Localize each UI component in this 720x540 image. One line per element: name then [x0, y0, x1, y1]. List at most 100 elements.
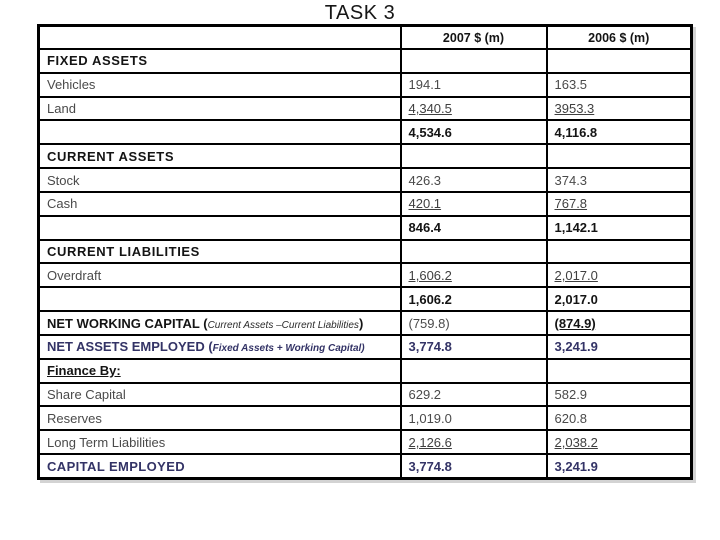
value-2007: 194.1: [408, 77, 442, 93]
value-2006-cell: [545, 238, 693, 265]
row-label-cell: Finance By:: [37, 357, 402, 384]
value-2007-cell: 3,774.8: [399, 453, 548, 480]
value-2007-cell: 420.1: [399, 190, 548, 217]
table-row: Vehicles 194.1 163.5: [37, 71, 693, 98]
value-2006: 4,116.8: [554, 124, 598, 140]
value-2006-cell: 2,017.0: [545, 286, 693, 313]
header-cell-blank: [37, 24, 402, 50]
table-row: 846.4 1,142.1: [37, 214, 693, 241]
value-2006: 2,038.2: [554, 434, 598, 450]
value-2006: 620.8: [554, 410, 588, 426]
row-label-cell: Stock: [37, 167, 402, 193]
table-row: CAPITAL EMPLOYED 3,774.8 3,241.9: [37, 453, 693, 480]
row-label: Stock: [47, 172, 80, 188]
row-label-cell: Land: [37, 95, 402, 122]
table-body: FIXED ASSETS Vehicles 194.1 163.5 Land 4…: [37, 48, 693, 480]
row-label: NET WORKING CAPITAL (: [47, 315, 208, 331]
value-2007: 1,019.0: [408, 410, 452, 426]
value-2006: 3,241.9: [554, 339, 598, 355]
row-label-cell: NET WORKING CAPITAL (Current Assets –Cur…: [37, 310, 402, 336]
value-2006-cell: 620.8: [545, 405, 693, 432]
row-label: CURRENT LIABILITIES: [47, 244, 200, 260]
value-2007-cell: [399, 143, 548, 170]
row-label: NET ASSETS EMPLOYED (: [47, 339, 213, 355]
row-label-cell: [37, 286, 402, 313]
row-label-cell: Reserves: [37, 405, 402, 432]
table-row: 4,534.6 4,116.8: [37, 119, 693, 146]
row-label: CAPITAL EMPLOYED: [47, 458, 186, 474]
value-2007: 2,126.6: [408, 434, 452, 450]
header-cell-2007: 2007 $ (m): [399, 24, 548, 50]
value-2006-cell: [545, 143, 693, 170]
row-label-cell: Long Term Liabilities: [37, 429, 402, 456]
row-label-cell: CAPITAL EMPLOYED: [37, 453, 402, 480]
row-label: Finance By:: [47, 363, 121, 379]
table-row: FIXED ASSETS: [37, 48, 693, 74]
value-2006: 1,142.1: [554, 220, 598, 236]
value-2007-cell: 426.3: [399, 167, 548, 193]
row-label-cell: NET ASSETS EMPLOYED (Fixed Assets + Work…: [37, 333, 402, 360]
table-row: Reserves 1,019.0 620.8: [37, 405, 693, 432]
row-label-subtext: Current Assets –Current Liabilities: [207, 319, 359, 331]
value-2006-cell: 4,116.8: [545, 119, 693, 146]
value-2007-cell: 2,126.6: [399, 429, 548, 456]
row-label: Long Term Liabilities: [47, 434, 166, 450]
table-row: Long Term Liabilities 2,126.6 2,038.2: [37, 429, 693, 456]
row-label-cell: FIXED ASSETS: [37, 48, 402, 74]
row-label-cell: CURRENT ASSETS: [37, 143, 402, 170]
value-2006-cell: [545, 48, 693, 74]
value-2006: 582.9: [554, 387, 588, 402]
value-2007: 420.1: [408, 196, 442, 212]
value-2007-cell: 194.1: [399, 71, 548, 98]
value-2007-cell: 1,606.2: [399, 262, 548, 289]
row-label-cell: [37, 119, 402, 146]
value-2006-cell: 2,017.0: [545, 262, 693, 289]
value-2007-cell: 1,606.2: [399, 286, 548, 313]
value-2006-cell: 3,241.9: [545, 333, 693, 360]
value-2007: 1,606.2: [408, 267, 452, 283]
value-2006-cell: 767.8: [545, 190, 693, 217]
row-label-cell: [37, 214, 402, 241]
value-2006: 2,017.0: [554, 267, 598, 283]
value-2006: 3,241.9: [554, 458, 598, 474]
row-label: Cash: [47, 196, 78, 212]
value-2006: 163.5: [554, 77, 588, 93]
row-label: Share Capital: [47, 387, 126, 402]
row-label: Vehicles: [47, 77, 96, 93]
row-label-cell: Overdraft: [37, 262, 402, 289]
value-2006: (874.9): [554, 315, 596, 331]
value-2007: 4,534.6: [408, 124, 452, 140]
value-2007-cell: 629.2: [399, 381, 548, 408]
row-label: FIXED ASSETS: [47, 53, 148, 69]
value-2007-cell: 4,534.6: [399, 119, 548, 146]
value-2006-cell: 1,142.1: [545, 214, 693, 241]
value-2006-cell: (874.9): [545, 310, 693, 336]
table-row: Finance By:: [37, 357, 693, 384]
table-row: NET WORKING CAPITAL (Current Assets –Cur…: [37, 310, 693, 336]
value-2006: 2,017.0: [554, 291, 598, 307]
value-2007: 629.2: [408, 387, 442, 402]
row-label-cell: Vehicles: [37, 71, 402, 98]
row-label-cell: Share Capital: [37, 381, 402, 408]
value-2007: 4,340.5: [408, 101, 452, 117]
table-row: CURRENT LIABILITIES: [37, 238, 693, 265]
row-label-subtext: Fixed Assets + Working Capital): [212, 343, 365, 355]
table-row: Overdraft 1,606.2 2,017.0: [37, 262, 693, 289]
value-2007-cell: 4,340.5: [399, 95, 548, 122]
value-2007: 3,774.8: [408, 458, 452, 474]
value-2007: (759.8): [408, 315, 450, 331]
header-cell-2006: 2006 $ (m): [545, 24, 693, 50]
value-2007-cell: 3,774.8: [399, 333, 548, 360]
row-label-close: ): [358, 315, 364, 331]
row-label: CURRENT ASSETS: [47, 148, 175, 164]
value-2007: 1,606.2: [408, 291, 452, 307]
header-row: 2007 $ (m) 2006 $ (m): [37, 24, 693, 50]
value-2006: 3953.3: [554, 101, 595, 117]
table-row: CURRENT ASSETS: [37, 143, 693, 170]
page-title: TASK 3: [324, 2, 396, 24]
value-2007-cell: (759.8): [399, 310, 548, 336]
row-label-cell: Cash: [37, 190, 402, 217]
row-label: Reserves: [47, 410, 102, 426]
value-2006-cell: 3953.3: [545, 95, 693, 122]
